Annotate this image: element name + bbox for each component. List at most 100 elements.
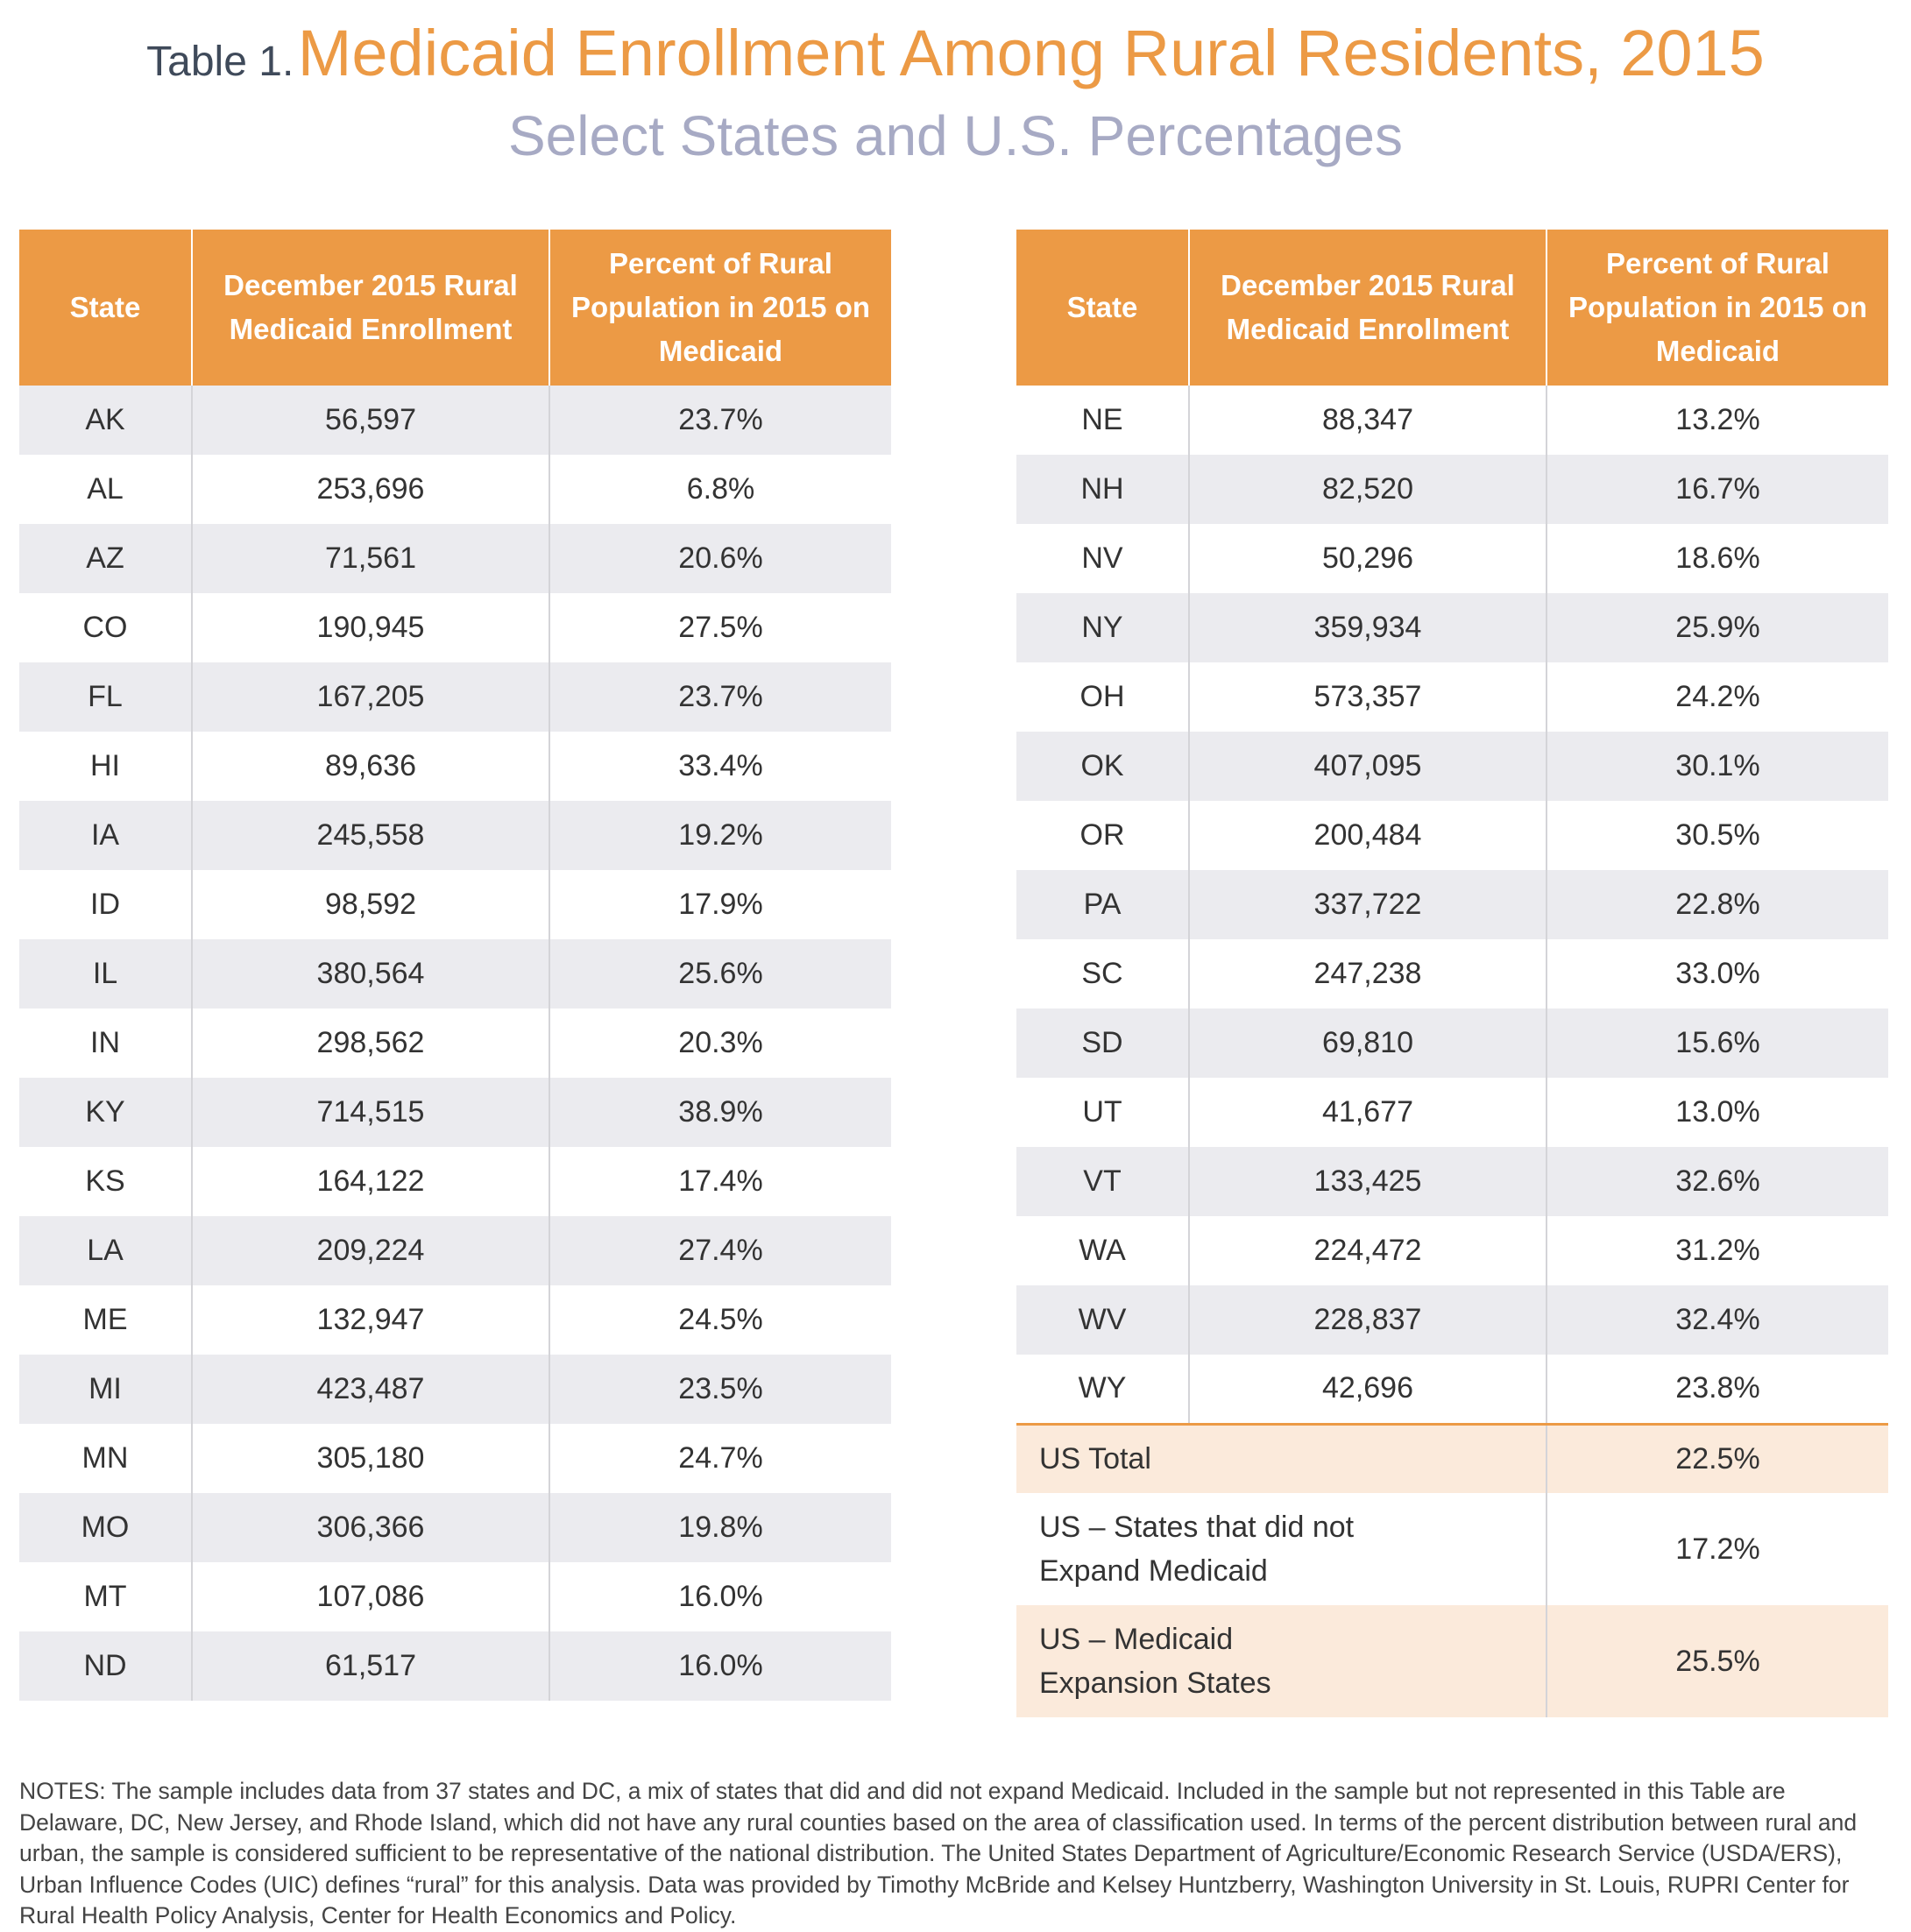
table-row: AK 56,597 23.7% [19, 386, 891, 455]
cell-percent: 16.0% [549, 1631, 891, 1701]
table-row: OK 407,095 30.1% [1016, 732, 1888, 801]
cell-enrollment: 228,837 [1188, 1285, 1546, 1355]
cell-enrollment: 56,597 [191, 386, 549, 455]
cell-state: ND [19, 1631, 192, 1701]
cell-percent: 38.9% [549, 1078, 891, 1147]
cell-enrollment: 42,696 [1188, 1355, 1546, 1424]
cell-enrollment: 209,224 [191, 1216, 549, 1285]
cell-percent: 27.5% [549, 593, 891, 662]
cell-state: PA [1016, 870, 1189, 939]
cell-state: VT [1016, 1147, 1189, 1216]
cell-enrollment: 88,347 [1188, 386, 1546, 455]
cell-percent: 16.7% [1546, 455, 1888, 524]
cell-percent: 23.7% [549, 662, 891, 732]
page-title: Table 1. Medicaid Enrollment Among Rural… [0, 16, 1911, 90]
summary-percent: 17.2% [1546, 1493, 1888, 1605]
table-row: NV 50,296 18.6% [1016, 524, 1888, 593]
cell-state: WY [1016, 1355, 1189, 1424]
cell-enrollment: 359,934 [1188, 593, 1546, 662]
cell-percent: 17.9% [549, 870, 891, 939]
table-row: NE 88,347 13.2% [1016, 386, 1888, 455]
state-table-left: State December 2015 Rural Medicaid Enrol… [19, 230, 891, 1701]
cell-state: FL [19, 662, 192, 732]
cell-state: LA [19, 1216, 192, 1285]
cell-percent: 19.2% [549, 801, 891, 870]
cell-state: MT [19, 1562, 192, 1631]
cell-enrollment: 337,722 [1188, 870, 1546, 939]
cell-state: NE [1016, 386, 1189, 455]
cell-percent: 17.4% [549, 1147, 891, 1216]
table-row: SD 69,810 15.6% [1016, 1008, 1888, 1078]
table-row: ID 98,592 17.9% [19, 870, 891, 939]
title-prefix: Table 1. [146, 39, 294, 85]
cell-state: CO [19, 593, 192, 662]
cell-enrollment: 245,558 [191, 801, 549, 870]
header-state: State [1016, 230, 1189, 386]
summary-row: US – Medicaid Expansion States 25.5% [1016, 1605, 1888, 1717]
cell-enrollment: 98,592 [191, 870, 549, 939]
table-row: ME 132,947 24.5% [19, 1285, 891, 1355]
table-row: MO 306,366 19.8% [19, 1493, 891, 1562]
cell-state: ID [19, 870, 192, 939]
cell-percent: 13.2% [1546, 386, 1888, 455]
cell-enrollment: 380,564 [191, 939, 549, 1008]
table-row: NH 82,520 16.7% [1016, 455, 1888, 524]
table-row: LA 209,224 27.4% [19, 1216, 891, 1285]
header-percent: Percent of Rural Population in 2015 on M… [549, 230, 891, 386]
table-row: ND 61,517 16.0% [19, 1631, 891, 1701]
table-row: WY 42,696 23.8% [1016, 1355, 1888, 1424]
cell-state: NY [1016, 593, 1189, 662]
cell-state: IN [19, 1008, 192, 1078]
header-enrollment: December 2015 Rural Medicaid Enrollment [1188, 230, 1546, 386]
cell-enrollment: 107,086 [191, 1562, 549, 1631]
cell-percent: 25.6% [549, 939, 891, 1008]
cell-state: ME [19, 1285, 192, 1355]
cell-percent: 18.6% [1546, 524, 1888, 593]
table-row: IA 245,558 19.2% [19, 801, 891, 870]
summary-label-line: Expansion States [1039, 1667, 1271, 1700]
table-row: KY 714,515 38.9% [19, 1078, 891, 1147]
summary-percent: 25.5% [1546, 1605, 1888, 1717]
table-row: NY 359,934 25.9% [1016, 593, 1888, 662]
summary-row: US – States that did not Expand Medicaid 1… [1016, 1493, 1888, 1605]
cell-percent: 22.8% [1546, 870, 1888, 939]
summary-label-line: Expand Medicaid [1039, 1554, 1268, 1588]
cell-state: IL [19, 939, 192, 1008]
cell-percent: 20.6% [549, 524, 891, 593]
cell-state: OR [1016, 801, 1189, 870]
cell-percent: 24.2% [1546, 662, 1888, 732]
table-row: OH 573,357 24.2% [1016, 662, 1888, 732]
table-row: WV 228,837 32.4% [1016, 1285, 1888, 1355]
summary-label: US – States that did not Expand Medicaid [1016, 1493, 1546, 1605]
cell-percent: 30.5% [1546, 801, 1888, 870]
cell-state: OH [1016, 662, 1189, 732]
header-row: State December 2015 Rural Medicaid Enrol… [1016, 230, 1888, 386]
cell-percent: 6.8% [549, 455, 891, 524]
summary-label-line: US – Medicaid [1039, 1623, 1234, 1656]
cell-state: NV [1016, 524, 1189, 593]
table-row: WA 224,472 31.2% [1016, 1216, 1888, 1285]
cell-enrollment: 407,095 [1188, 732, 1546, 801]
cell-state: OK [1016, 732, 1189, 801]
cell-enrollment: 132,947 [191, 1285, 549, 1355]
cell-enrollment: 41,677 [1188, 1078, 1546, 1147]
summary-percent: 22.5% [1546, 1422, 1888, 1493]
cell-state: AK [19, 386, 192, 455]
title-main: Medicaid Enrollment Among Rural Resident… [297, 17, 1765, 89]
cell-percent: 27.4% [549, 1216, 891, 1285]
cell-percent: 19.8% [549, 1493, 891, 1562]
header-percent: Percent of Rural Population in 2015 on M… [1546, 230, 1888, 386]
header-enrollment: December 2015 Rural Medicaid Enrollment [191, 230, 549, 386]
cell-percent: 15.6% [1546, 1008, 1888, 1078]
state-table-right: State December 2015 Rural Medicaid Enrol… [1016, 230, 1888, 1717]
cell-state: AL [19, 455, 192, 524]
cell-enrollment: 71,561 [191, 524, 549, 593]
table-row: PA 337,722 22.8% [1016, 870, 1888, 939]
cell-percent: 24.5% [549, 1285, 891, 1355]
table-row: IN 298,562 20.3% [19, 1008, 891, 1078]
cell-enrollment: 714,515 [191, 1078, 549, 1147]
cell-enrollment: 247,238 [1188, 939, 1546, 1008]
cell-state: SD [1016, 1008, 1189, 1078]
cell-enrollment: 133,425 [1188, 1147, 1546, 1216]
cell-enrollment: 89,636 [191, 732, 549, 801]
